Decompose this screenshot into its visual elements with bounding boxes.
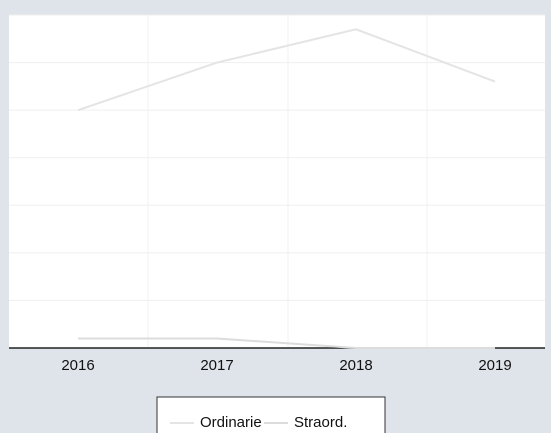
legend	[156, 396, 386, 433]
series-line	[77, 28, 496, 112]
legend-label: Ordinarie	[200, 414, 262, 431]
legend-label: Straord.	[294, 414, 347, 431]
x-tick-label: 2018	[339, 357, 372, 374]
x-tick-label: 2016	[61, 357, 94, 374]
plot-area	[9, 15, 545, 348]
x-tick-label: 2019	[478, 357, 511, 374]
series-line	[78, 337, 495, 349]
x-tick-label: 2017	[200, 357, 233, 374]
